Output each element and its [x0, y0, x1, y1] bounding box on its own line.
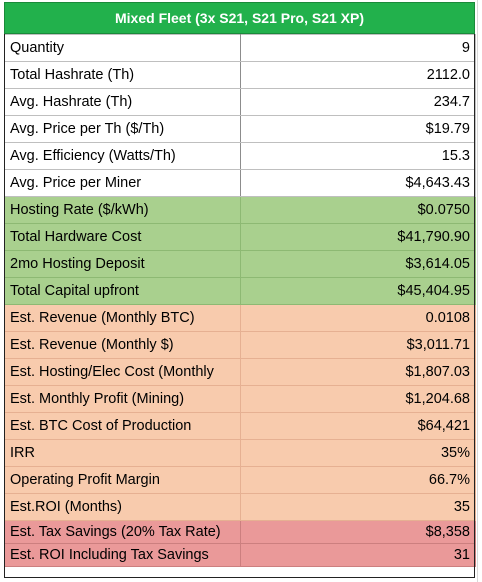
row-label[interactable]: Avg. Price per Miner: [4, 169, 241, 197]
table-row: IRR 35%: [4, 439, 476, 467]
table-row: Avg. Efficiency (Watts/Th) 15.3: [4, 142, 476, 170]
row-label[interactable]: Est.ROI (Months): [4, 493, 241, 521]
row-value[interactable]: $45,404.95: [240, 277, 476, 305]
table-row: Hosting Rate ($/kWh) $0.0750: [4, 196, 476, 224]
row-label[interactable]: Est. Tax Savings (20% Tax Rate): [4, 520, 241, 544]
row-value[interactable]: $1,807.03: [240, 358, 476, 386]
row-label[interactable]: Total Hardware Cost: [4, 223, 241, 251]
table-row: 2mo Hosting Deposit $3,614.05: [4, 250, 476, 278]
row-label[interactable]: Hosting Rate ($/kWh): [4, 196, 241, 224]
row-label[interactable]: 2mo Hosting Deposit: [4, 250, 241, 278]
row-value[interactable]: 15.3: [240, 142, 476, 170]
row-value[interactable]: 234.7: [240, 88, 476, 116]
row-value[interactable]: $3,011.71: [240, 331, 476, 359]
row-label[interactable]: Operating Profit Margin: [4, 466, 241, 494]
table-row: Est. Revenue (Monthly BTC) 0.0108: [4, 304, 476, 332]
sheet-gridline: [477, 0, 478, 582]
row-label[interactable]: Total Capital upfront: [4, 277, 241, 305]
row-value[interactable]: 35: [240, 493, 476, 521]
table-row: Quantity 9: [4, 34, 476, 62]
fleet-summary-table: Quantity 9 Total Hashrate (Th) 2112.0 Avg.…: [4, 34, 476, 567]
row-value[interactable]: $4,643.43: [240, 169, 476, 197]
table-row: Est. Monthly Profit (Mining) $1,204.68: [4, 385, 476, 413]
row-value[interactable]: $8,358: [240, 520, 476, 544]
row-label[interactable]: Est. Revenue (Monthly $): [4, 331, 241, 359]
row-value[interactable]: $64,421: [240, 412, 476, 440]
row-label[interactable]: Quantity: [4, 34, 241, 62]
row-value[interactable]: $41,790.90: [240, 223, 476, 251]
table-row: Est. Tax Savings (20% Tax Rate) $8,358: [4, 520, 476, 544]
row-value[interactable]: $1,204.68: [240, 385, 476, 413]
table-row: Total Hashrate (Th) 2112.0: [4, 61, 476, 89]
row-label[interactable]: Avg. Price per Th ($/Th): [4, 115, 241, 143]
table-title[interactable]: Mixed Fleet (3x S21, S21 Pro, S21 XP): [4, 2, 475, 34]
table-row: Est.ROI (Months) 35: [4, 493, 476, 521]
row-label[interactable]: Avg. Efficiency (Watts/Th): [4, 142, 241, 170]
row-label[interactable]: Est. Monthly Profit (Mining): [4, 385, 241, 413]
row-value[interactable]: 9: [240, 34, 476, 62]
row-value[interactable]: 66.7%: [240, 466, 476, 494]
row-label[interactable]: Est. Revenue (Monthly BTC): [4, 304, 241, 332]
table-row: Total Capital upfront $45,404.95: [4, 277, 476, 305]
row-label[interactable]: IRR: [4, 439, 241, 467]
table-row: Operating Profit Margin 66.7%: [4, 466, 476, 494]
row-label[interactable]: Est. BTC Cost of Production: [4, 412, 241, 440]
table-row: Avg. Price per Miner $4,643.43: [4, 169, 476, 197]
table-row: Total Hardware Cost $41,790.90: [4, 223, 476, 251]
table-row: Avg. Hashrate (Th) 234.7: [4, 88, 476, 116]
row-value[interactable]: $0.0750: [240, 196, 476, 224]
table-row: Est. BTC Cost of Production $64,421: [4, 412, 476, 440]
row-value[interactable]: $3,614.05: [240, 250, 476, 278]
row-label[interactable]: Est. Hosting/Elec Cost (Monthly: [4, 358, 241, 386]
row-value[interactable]: $19.79: [240, 115, 476, 143]
row-value[interactable]: 0.0108: [240, 304, 476, 332]
row-value[interactable]: 2112.0: [240, 61, 476, 89]
table-row: Avg. Price per Th ($/Th) $19.79: [4, 115, 476, 143]
table-row: Est. ROI Including Tax Savings 31: [4, 543, 476, 567]
table-row: Est. Revenue (Monthly $) $3,011.71: [4, 331, 476, 359]
row-label[interactable]: Total Hashrate (Th): [4, 61, 241, 89]
row-value[interactable]: 31: [240, 543, 476, 567]
table-row: Est. Hosting/Elec Cost (Monthly $1,807.03: [4, 358, 476, 386]
row-value[interactable]: 35%: [240, 439, 476, 467]
row-label[interactable]: Est. ROI Including Tax Savings: [4, 543, 241, 567]
row-label[interactable]: Avg. Hashrate (Th): [4, 88, 241, 116]
